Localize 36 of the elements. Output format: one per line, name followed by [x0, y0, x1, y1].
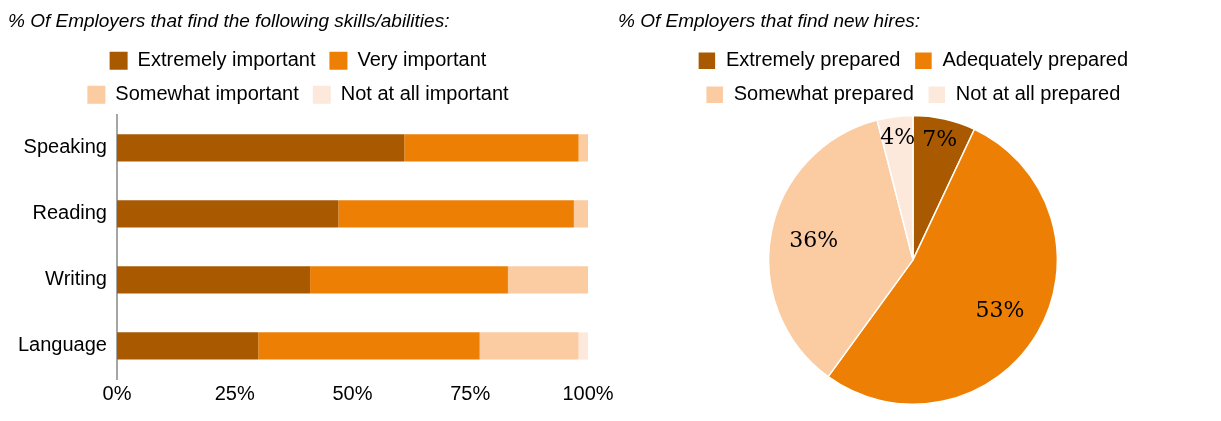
bar	[338, 200, 574, 228]
bar	[479, 332, 579, 360]
legend-label: Not at all prepared	[955, 82, 1121, 105]
x-tick-label: 100%	[562, 381, 614, 404]
y-tick-label: Reading	[32, 201, 107, 224]
legend-label: Not at all important	[340, 82, 510, 105]
legend-label: Extremely important	[137, 48, 316, 71]
bar	[310, 266, 508, 294]
legend-label: Somewhat important	[115, 82, 300, 105]
y-tick-label: Language	[18, 333, 107, 356]
bar	[573, 200, 588, 228]
bar	[578, 134, 588, 162]
data-label: 36%	[789, 226, 839, 252]
bar	[116, 266, 311, 294]
x-tick-label: 50%	[332, 381, 373, 404]
data-label: 7%	[922, 125, 958, 151]
y-tick-label: Writing	[45, 267, 107, 290]
bar	[258, 332, 480, 360]
chart-title: % Of Employers that find the following skills/abilities:	[8, 9, 450, 31]
bar	[578, 332, 588, 360]
x-tick-label: 0%	[102, 381, 132, 404]
legend-label: Adequately prepared	[942, 48, 1129, 71]
bar	[116, 200, 339, 228]
bar	[116, 332, 259, 360]
legend-label: Extremely prepared	[725, 48, 901, 71]
legend-label: Very important	[357, 48, 487, 71]
chart-title: % Of Employers that find new hires:	[618, 9, 921, 31]
legend-label: Somewhat prepared	[733, 82, 914, 105]
bar	[116, 134, 405, 162]
y-tick-label: Speaking	[23, 135, 107, 158]
data-label: 4%	[880, 123, 916, 149]
bar	[507, 266, 588, 294]
data-label: 53%	[975, 297, 1025, 323]
bar	[404, 134, 579, 162]
x-tick-label: 25%	[214, 381, 255, 404]
x-tick-label: 75%	[450, 381, 491, 404]
